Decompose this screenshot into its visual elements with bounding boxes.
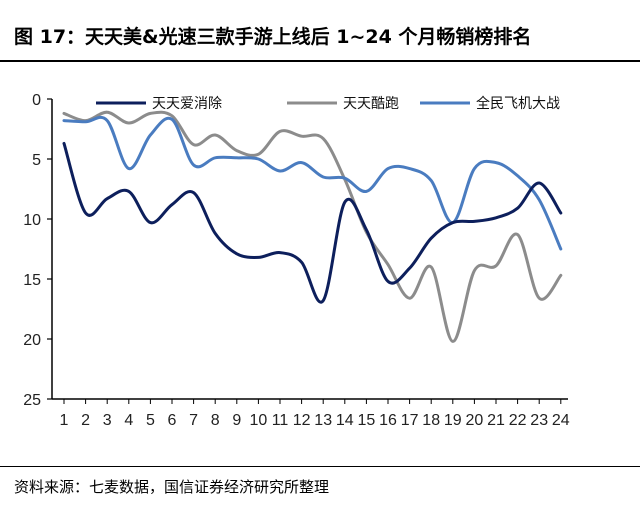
x-tick-label: 17	[401, 412, 419, 429]
x-tick-label: 22	[509, 412, 527, 429]
legend: 天天爱消除 天天酷跑 全民飞机大战	[96, 95, 560, 112]
x-tick-label: 20	[466, 412, 484, 429]
y-tick-label: 15	[23, 272, 41, 289]
legend-label-3: 全民飞机大战	[476, 95, 560, 112]
y-tick-label: 20	[23, 332, 41, 349]
x-tick-label: 10	[250, 412, 268, 429]
x-tick-label: 9	[232, 412, 241, 429]
x-tick-label: 3	[103, 412, 112, 429]
title-divider	[0, 60, 640, 62]
x-tick-label: 18	[422, 412, 440, 429]
x-tick-label: 8	[211, 412, 220, 429]
series-line-3	[62, 115, 563, 251]
x-tick-label: 23	[530, 412, 548, 429]
source-divider	[0, 466, 640, 467]
x-tick-label: 6	[168, 412, 177, 429]
series-lines	[62, 110, 563, 343]
x-tick-label: 1	[60, 412, 69, 429]
y-tick-label: 5	[32, 152, 41, 169]
x-tick-label: 19	[444, 412, 462, 429]
source-note: 资料来源：七麦数据，国信证券经济研究所整理	[14, 478, 330, 496]
series-line-2	[62, 110, 563, 343]
x-tick-label: 21	[487, 412, 505, 429]
x-tick-label: 2	[81, 412, 90, 429]
y-tick-label: 25	[23, 392, 41, 409]
legend-label-2: 天天酷跑	[343, 96, 399, 112]
x-tick-label: 5	[146, 412, 155, 429]
y-tick-labels: 0 5 10 15 20 25	[23, 92, 52, 409]
x-tick-label: 16	[379, 412, 397, 429]
x-tick-label: 7	[189, 412, 198, 429]
x-tick-label: 4	[124, 412, 133, 429]
x-tick-label: 11	[272, 412, 289, 429]
y-tick-label: 0	[32, 92, 41, 109]
legend-label-1: 天天爱消除	[152, 96, 222, 112]
x-tick-label: 24	[552, 412, 570, 429]
series-line-1	[62, 141, 563, 304]
y-tick-label: 10	[23, 212, 41, 229]
x-tick-label: 13	[314, 412, 332, 429]
x-tick-label: 15	[358, 412, 376, 429]
x-tick-label: 12	[293, 412, 311, 429]
chart-title: 图 17：天天美&光速三款手游上线后 1~24 个月畅销榜排名	[14, 26, 532, 48]
x-tick-labels: 1 2 3 4 5 6 7 8 9 10 11 12 13 14 15 16 17 18 19 20 21 22 23 24	[60, 399, 570, 429]
x-tick-label: 14	[336, 412, 354, 429]
